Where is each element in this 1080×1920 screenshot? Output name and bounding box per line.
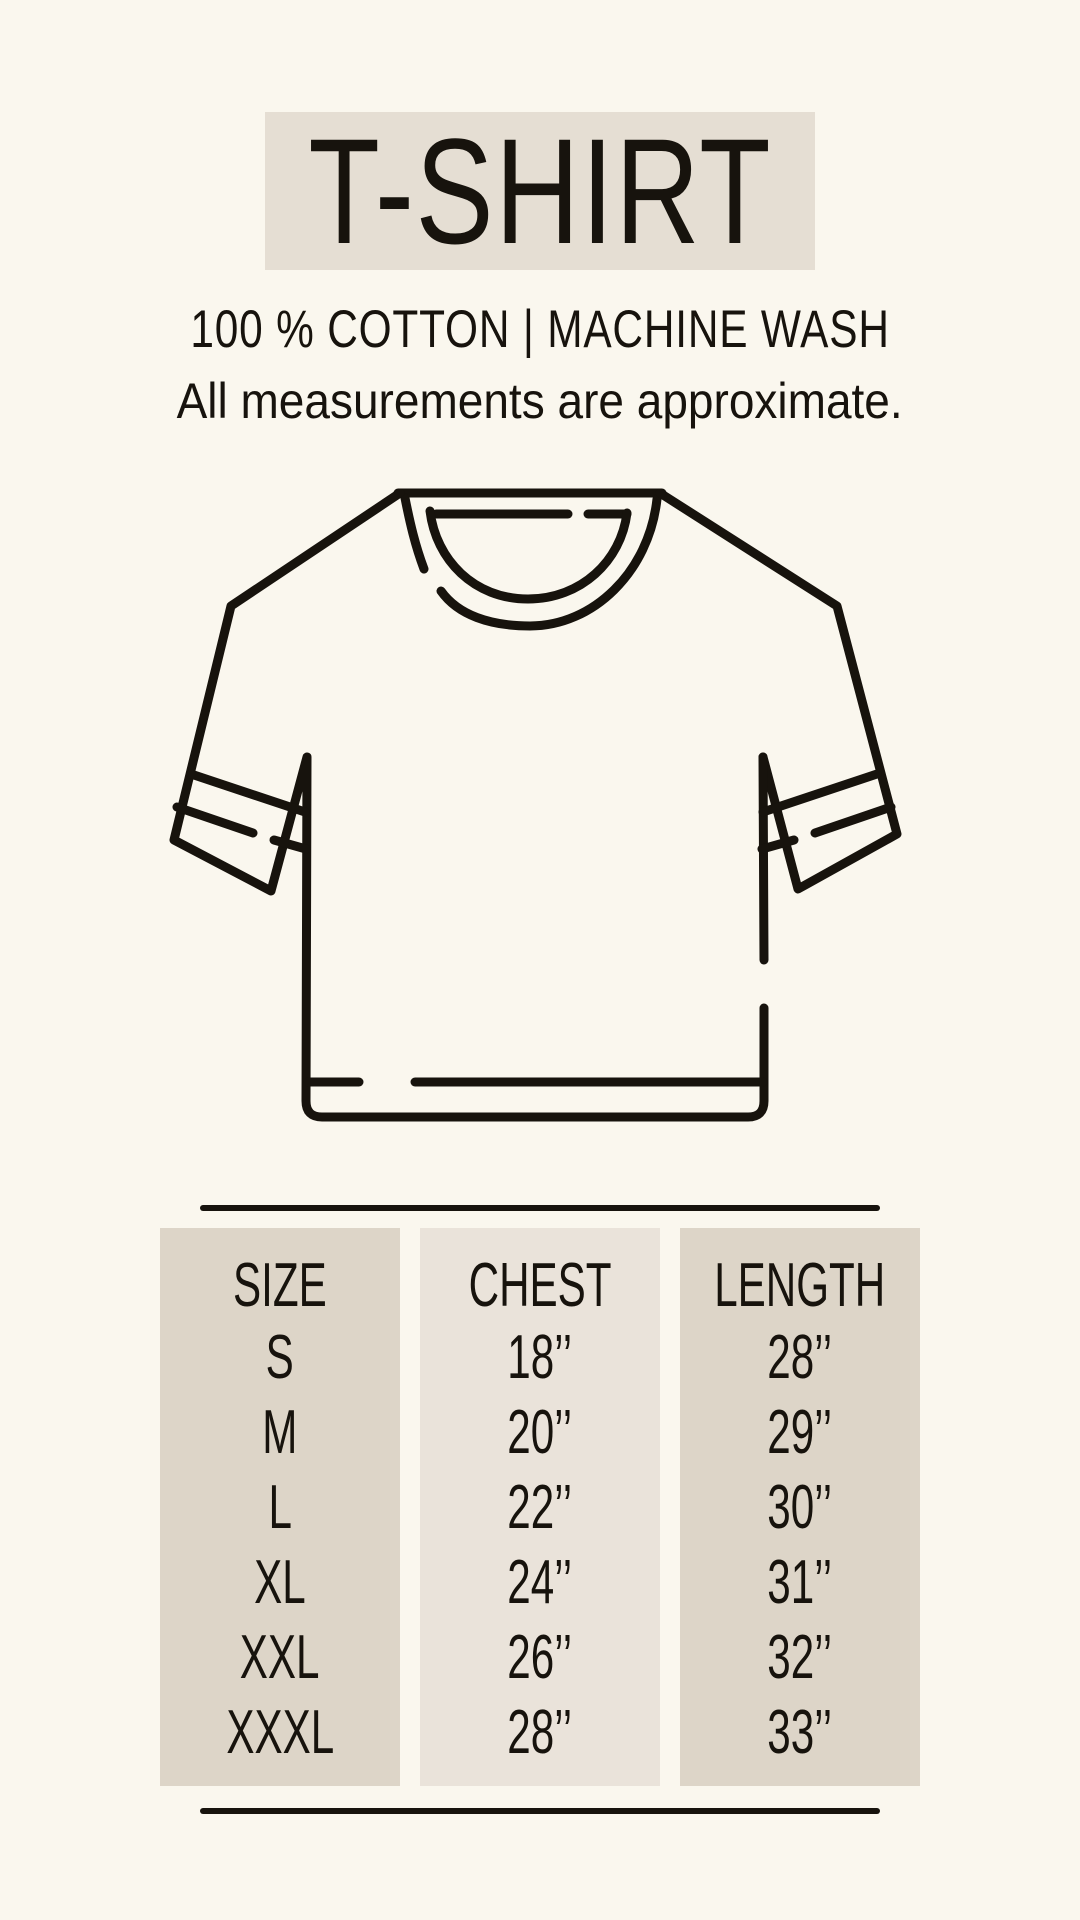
- length-cell: 32’’: [767, 1623, 833, 1692]
- column-header-size: SIZE: [160, 1250, 400, 1320]
- size-cell: M: [262, 1398, 298, 1467]
- title-banner: T-SHIRT: [265, 112, 815, 270]
- chest-cell: 20’’: [507, 1398, 573, 1467]
- table-bottom-rule: [200, 1808, 880, 1814]
- size-cell: S: [265, 1323, 295, 1392]
- chest-cell: 22’’: [507, 1473, 573, 1542]
- column-header-label: CHEST: [468, 1250, 612, 1320]
- length-cell: 33’’: [767, 1698, 833, 1767]
- size-chart: SIZE S M L XL XXL XXXL CHEST 18’’ 20’’ 2…: [160, 1228, 920, 1786]
- size-column: SIZE S M L XL XXL XXXL: [160, 1228, 400, 1786]
- column-header-label: LENGTH: [714, 1250, 886, 1320]
- column-header-length: LENGTH: [680, 1250, 920, 1320]
- chest-cell: 18’’: [507, 1323, 573, 1392]
- tshirt-illustration: [160, 485, 920, 1135]
- chest-cell: 24’’: [507, 1548, 573, 1617]
- table-top-rule: [200, 1205, 880, 1211]
- tshirt-icon: [169, 488, 902, 1122]
- page-title: T-SHIRT: [308, 107, 772, 275]
- column-header-label: SIZE: [233, 1250, 327, 1320]
- size-cell: L: [268, 1473, 292, 1542]
- length-cell: 31’’: [767, 1548, 833, 1617]
- chest-cell: 26’’: [507, 1623, 573, 1692]
- chest-column: CHEST 18’’ 20’’ 22’’ 24’’ 26’’ 28’’: [420, 1228, 660, 1786]
- length-cell: 29’’: [767, 1398, 833, 1467]
- length-column: LENGTH 28’’ 29’’ 30’’ 31’’ 32’’ 33’’: [680, 1228, 920, 1786]
- note-row: All measurements are approximate.: [0, 372, 1080, 430]
- length-cell: 28’’: [767, 1323, 833, 1392]
- length-cell: 30’’: [767, 1473, 833, 1542]
- chest-cell: 28’’: [507, 1698, 573, 1767]
- material-care-text: 100 % COTTON | MACHINE WASH: [190, 299, 890, 359]
- size-cell: XXXL: [226, 1698, 334, 1767]
- size-cell: XL: [254, 1548, 306, 1617]
- size-cell: XXL: [240, 1623, 320, 1692]
- measurement-note: All measurements are approximate.: [176, 373, 904, 429]
- subtitle-row: 100 % COTTON | MACHINE WASH: [0, 298, 1080, 360]
- column-header-chest: CHEST: [420, 1250, 660, 1320]
